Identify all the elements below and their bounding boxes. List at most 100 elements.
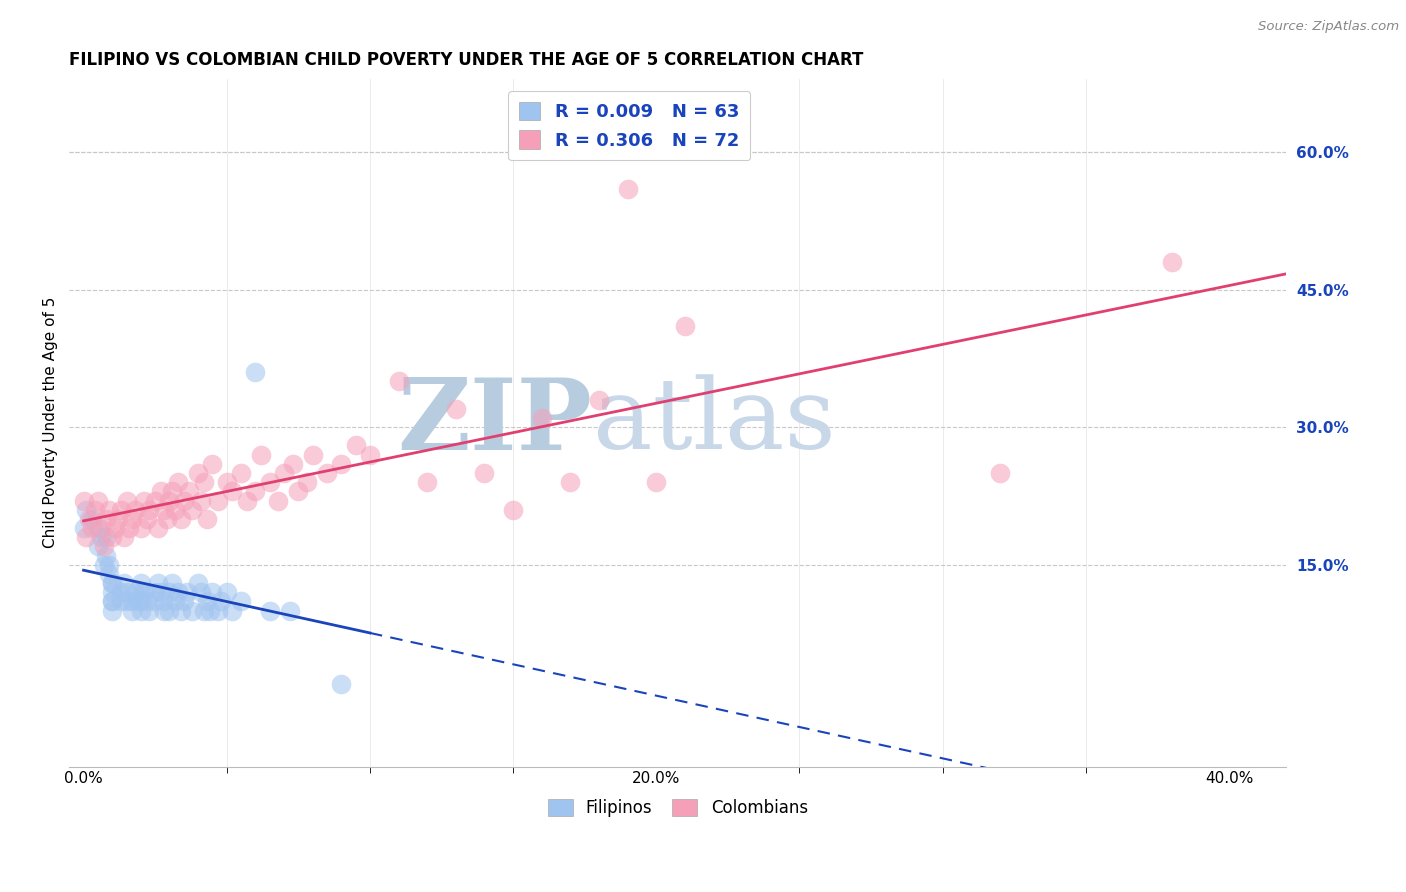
Point bbox=[143, 493, 166, 508]
Point bbox=[110, 585, 132, 599]
Point bbox=[112, 530, 135, 544]
Point bbox=[129, 576, 152, 591]
Point bbox=[143, 585, 166, 599]
Point bbox=[155, 512, 177, 526]
Point bbox=[90, 521, 112, 535]
Point bbox=[988, 466, 1011, 480]
Point bbox=[146, 576, 169, 591]
Point bbox=[135, 512, 157, 526]
Point bbox=[387, 374, 409, 388]
Point bbox=[115, 594, 138, 608]
Point bbox=[444, 401, 467, 416]
Point bbox=[75, 530, 97, 544]
Text: FILIPINO VS COLOMBIAN CHILD POVERTY UNDER THE AGE OF 5 CORRELATION CHART: FILIPINO VS COLOMBIAN CHILD POVERTY UNDE… bbox=[69, 51, 863, 69]
Point bbox=[170, 512, 193, 526]
Point bbox=[229, 594, 252, 608]
Point bbox=[209, 594, 232, 608]
Point bbox=[87, 493, 110, 508]
Point bbox=[673, 319, 696, 334]
Point bbox=[344, 438, 367, 452]
Point bbox=[215, 475, 238, 490]
Point bbox=[190, 585, 212, 599]
Point bbox=[138, 502, 160, 516]
Point bbox=[129, 521, 152, 535]
Point bbox=[143, 594, 166, 608]
Point bbox=[98, 566, 121, 581]
Point bbox=[173, 493, 195, 508]
Point bbox=[259, 604, 281, 618]
Point bbox=[560, 475, 582, 490]
Point bbox=[190, 493, 212, 508]
Point bbox=[104, 521, 127, 535]
Point bbox=[530, 411, 553, 425]
Point bbox=[281, 457, 304, 471]
Point bbox=[132, 585, 155, 599]
Text: ZIP: ZIP bbox=[398, 374, 592, 471]
Point bbox=[98, 502, 121, 516]
Point bbox=[115, 493, 138, 508]
Point bbox=[75, 502, 97, 516]
Point bbox=[250, 448, 273, 462]
Point bbox=[245, 484, 267, 499]
Point bbox=[152, 604, 174, 618]
Point bbox=[173, 594, 195, 608]
Point bbox=[645, 475, 668, 490]
Point bbox=[146, 521, 169, 535]
Point bbox=[82, 512, 104, 526]
Point bbox=[176, 585, 198, 599]
Point bbox=[167, 585, 190, 599]
Point bbox=[215, 585, 238, 599]
Point bbox=[278, 604, 301, 618]
Point bbox=[124, 585, 146, 599]
Point bbox=[301, 448, 323, 462]
Point bbox=[259, 475, 281, 490]
Point bbox=[295, 475, 318, 490]
Point bbox=[502, 502, 524, 516]
Point bbox=[193, 604, 215, 618]
Point bbox=[330, 457, 353, 471]
Point bbox=[124, 502, 146, 516]
Point bbox=[416, 475, 439, 490]
Point bbox=[273, 466, 295, 480]
Point bbox=[236, 493, 259, 508]
Point bbox=[474, 466, 496, 480]
Point bbox=[149, 585, 172, 599]
Point bbox=[159, 493, 181, 508]
Point bbox=[201, 585, 224, 599]
Point bbox=[72, 521, 94, 535]
Point bbox=[129, 604, 152, 618]
Point bbox=[101, 585, 124, 599]
Point bbox=[90, 530, 112, 544]
Point bbox=[110, 502, 132, 516]
Point bbox=[245, 365, 267, 379]
Point bbox=[82, 521, 104, 535]
Point bbox=[359, 448, 381, 462]
Point bbox=[221, 484, 243, 499]
Point bbox=[72, 493, 94, 508]
Point bbox=[121, 604, 143, 618]
Point bbox=[165, 502, 187, 516]
Point bbox=[96, 549, 118, 563]
Point bbox=[159, 585, 181, 599]
Point bbox=[179, 484, 201, 499]
Point bbox=[1160, 255, 1182, 269]
Point bbox=[181, 502, 204, 516]
Point bbox=[330, 677, 353, 691]
Point bbox=[127, 594, 149, 608]
Point bbox=[187, 576, 209, 591]
Point bbox=[132, 493, 155, 508]
Point bbox=[93, 540, 115, 554]
Point bbox=[287, 484, 309, 499]
Point bbox=[152, 594, 174, 608]
Point bbox=[121, 594, 143, 608]
Point bbox=[207, 493, 229, 508]
Y-axis label: Child Poverty Under the Age of 5: Child Poverty Under the Age of 5 bbox=[44, 297, 58, 549]
Point bbox=[588, 392, 610, 407]
Point bbox=[162, 484, 184, 499]
Point bbox=[170, 604, 193, 618]
Point bbox=[138, 604, 160, 618]
Legend: Filipinos, Colombians: Filipinos, Colombians bbox=[541, 792, 814, 823]
Point bbox=[198, 604, 221, 618]
Point bbox=[101, 576, 124, 591]
Point bbox=[101, 530, 124, 544]
